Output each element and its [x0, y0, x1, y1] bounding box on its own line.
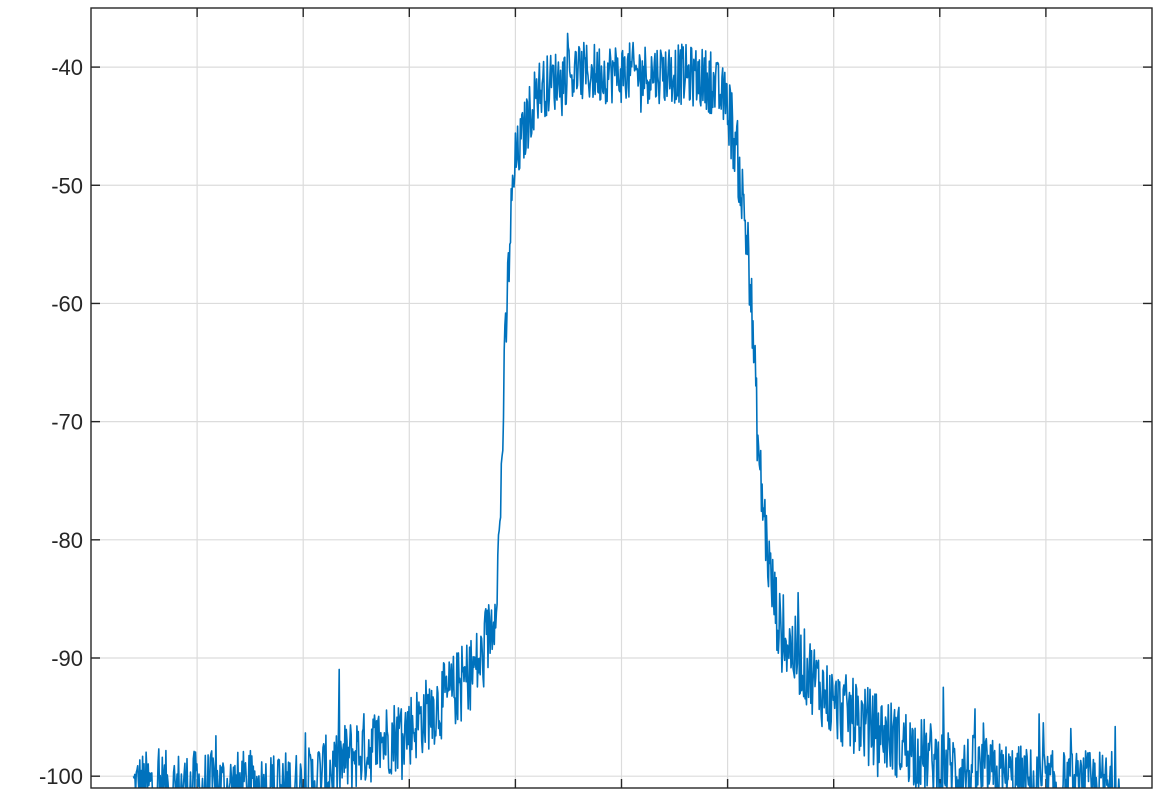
grid-lines	[91, 8, 1152, 788]
series-line	[132, 32, 1121, 788]
y-tick-label-0: -100	[39, 764, 83, 789]
y-tick-label-4: -60	[51, 291, 83, 316]
y-axis-tick-labels: -100 -90 -80 -70 -60 -50 -40	[39, 55, 83, 789]
y-tick-label-3: -70	[51, 410, 83, 435]
y-tick-label-5: -50	[51, 173, 83, 198]
axes-box	[90, 7, 1153, 789]
y-tick-label-1: -90	[51, 646, 83, 671]
y-tick-label-2: -80	[51, 528, 83, 553]
y-tick-label-6: -40	[51, 55, 83, 80]
y-axis-ticks	[91, 66, 1152, 777]
plot-area	[132, 32, 1121, 788]
x-axis-ticks	[196, 8, 1047, 788]
